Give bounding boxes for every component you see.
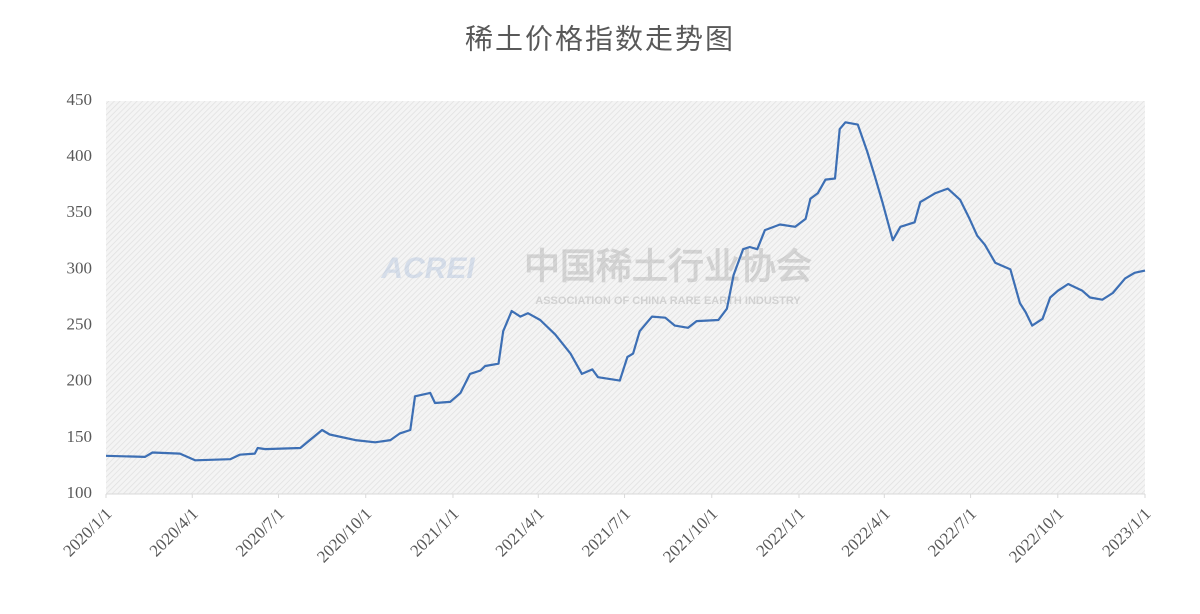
- x-tick-label: 2022/7/1: [924, 504, 980, 560]
- y-tick-label: 300: [67, 258, 93, 277]
- y-tick-label: 250: [67, 314, 93, 333]
- y-tick-label: 350: [67, 202, 93, 221]
- x-tick-label: 2020/7/1: [232, 504, 288, 560]
- x-tick-label: 2020/4/1: [146, 504, 202, 560]
- line-series: [105, 121, 1146, 462]
- x-tick-label: 2021/4/1: [492, 504, 548, 560]
- y-tick-label: 400: [67, 146, 93, 165]
- y-tick-label: 150: [67, 427, 93, 446]
- y-tick-label: 200: [67, 371, 93, 390]
- x-tick-label: 2020/1/1: [59, 504, 115, 560]
- plot-area: [106, 101, 1145, 494]
- watermark-logo: ACREI: [380, 252, 475, 285]
- x-tick-label: 2022/1/1: [752, 504, 808, 560]
- x-tick-label: 2022/4/1: [838, 504, 894, 560]
- x-tick-label: 2022/10/1: [1005, 504, 1067, 566]
- x-tick-label: 2021/10/1: [659, 504, 721, 566]
- watermark-name: 中国稀土行业协会: [524, 246, 812, 286]
- watermark: ACREI 中国稀土行业协会 ASSOCIATION OF CHINA RARE…: [380, 246, 812, 307]
- chart-title: 稀土价格指数走势图: [465, 23, 735, 55]
- x-tick-label: 2021/1/1: [406, 504, 462, 560]
- y-tick-label: 450: [67, 90, 93, 109]
- x-tick-label: 2020/10/1: [313, 504, 375, 566]
- watermark-subtitle: ASSOCIATION OF CHINA RARE EARTH INDUSTRY: [535, 295, 801, 307]
- y-tick-label: 100: [67, 483, 93, 502]
- x-tick-label: 2023/1/1: [1098, 504, 1154, 560]
- x-tick-label: 2021/7/1: [578, 504, 634, 560]
